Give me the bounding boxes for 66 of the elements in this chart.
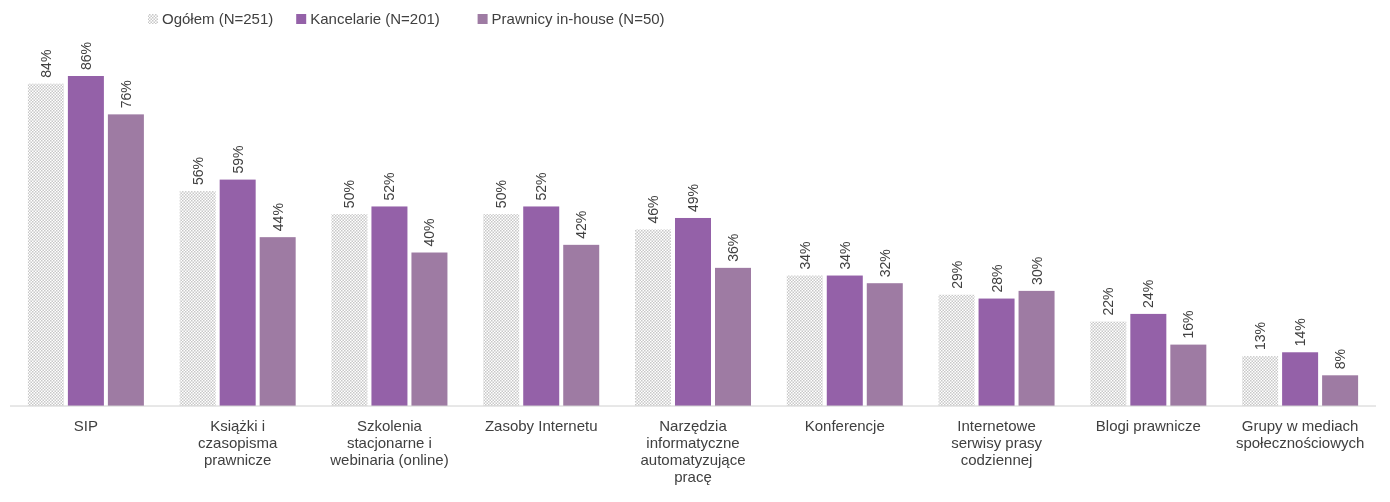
data-label: 34%: [836, 241, 853, 270]
data-label: 76%: [117, 80, 134, 109]
x-tick-label: Internetowe serwisy prasy codziennej: [951, 417, 1043, 468]
bar: [411, 252, 448, 406]
bar: [1242, 356, 1279, 406]
data-label: 8%: [1332, 349, 1349, 370]
x-tick-label: Konferencje: [804, 417, 885, 434]
data-label: 28%: [988, 264, 1005, 293]
bar: [786, 275, 823, 406]
bar: [635, 229, 671, 406]
data-label: 52%: [381, 172, 398, 201]
bar: [715, 267, 751, 406]
bar: [107, 114, 144, 406]
data-label: 34%: [796, 241, 813, 270]
bar: [1018, 290, 1055, 406]
data-label: 56%: [189, 157, 206, 186]
x-tick-label: SIP: [73, 417, 98, 434]
bar: [331, 214, 368, 406]
data-label: 46%: [645, 195, 661, 224]
data-label: 22%: [1100, 287, 1117, 316]
x-tick-label: Narzędzia informatyczne automatyzujące pracę: [640, 417, 746, 485]
bar: [523, 206, 560, 406]
bar: [219, 179, 256, 406]
bar: [938, 294, 975, 406]
data-label: 42%: [573, 210, 590, 239]
data-label: 13%: [1252, 322, 1269, 351]
bar: [371, 206, 408, 406]
data-label: 40%: [421, 218, 438, 247]
data-label: 50%: [341, 180, 358, 209]
bar: [826, 275, 863, 406]
data-label: 84%: [37, 49, 54, 78]
legend-label: Ogółem (N=251): [162, 10, 274, 27]
bar: [978, 298, 1015, 406]
data-label: 86%: [77, 41, 94, 70]
x-tick-label: Zasoby Internetu: [484, 417, 598, 434]
x-tick-label: Blogi prawnicze: [1095, 417, 1201, 434]
x-tick-label: Grupy w mediach społecznościowych: [1235, 417, 1365, 451]
bar: [675, 217, 711, 406]
data-label: 36%: [725, 233, 741, 262]
data-label: 50%: [493, 180, 510, 209]
data-label: 59%: [229, 145, 246, 174]
bar: [179, 191, 216, 406]
bar: [67, 76, 104, 406]
bar: [1090, 321, 1127, 406]
bar: [866, 283, 903, 406]
bar: [259, 237, 296, 406]
bar: [1130, 313, 1167, 406]
data-label: 32%: [876, 249, 893, 278]
data-label: 52%: [533, 172, 550, 201]
bar: [1322, 375, 1359, 406]
data-label: 16%: [1180, 310, 1197, 339]
data-label: 44%: [269, 203, 286, 232]
data-label: 49%: [685, 183, 701, 212]
bar: [1170, 344, 1207, 406]
x-tick-label: Szkolenia stacjonarne i webinaria (online): [329, 417, 449, 468]
data-label: 24%: [1140, 279, 1157, 308]
legend-label: Kancelarie (N=201): [310, 10, 440, 27]
data-label: 29%: [948, 260, 965, 289]
bar: [1282, 352, 1319, 406]
data-label: 14%: [1292, 318, 1309, 347]
legend-label: Prawnicy in-house (N=50): [491, 10, 665, 27]
data-label: 30%: [1028, 256, 1045, 285]
bar: [563, 244, 600, 406]
x-tick-label: Książki i czasopisma prawnicze: [198, 417, 278, 468]
bar: [27, 83, 64, 406]
bar: [483, 214, 520, 406]
